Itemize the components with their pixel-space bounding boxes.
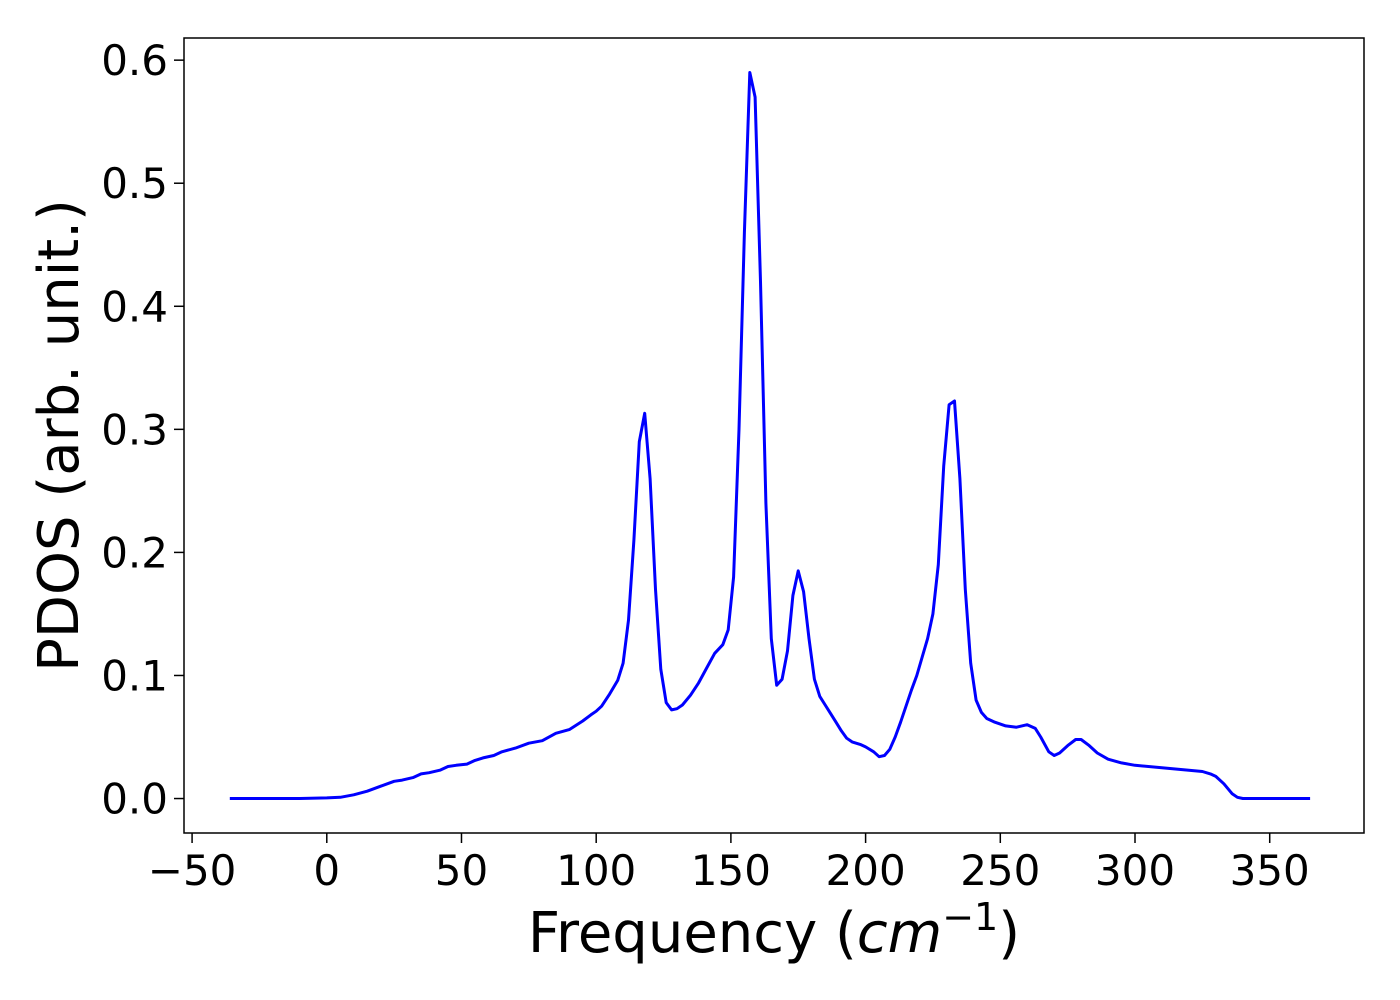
x-tick-label: 200 (826, 846, 906, 895)
y-tick-label: 0.2 (101, 528, 168, 577)
plot-area (183, 37, 1365, 834)
y-tick-label: 0.1 (101, 651, 168, 700)
x-axis-label-prefix: Frequency ( (528, 901, 857, 966)
x-axis-ticks: −50 0 50 100 150 200 250 300 350 (148, 833, 1310, 895)
x-axis-label-superscript: −1 (942, 895, 998, 939)
y-tick-label: 0.6 (101, 36, 168, 85)
x-tick-label: 100 (556, 846, 636, 895)
x-tick-label: 150 (691, 846, 771, 895)
y-tick-label: 0.5 (101, 159, 168, 208)
x-tick-label: 350 (1230, 846, 1310, 895)
y-axis-ticks: 0.0 0.1 0.2 0.3 0.4 0.5 0.6 (101, 36, 184, 824)
y-axis-label: PDOS (arb. unit.) (27, 199, 92, 672)
pdos-series-line (229, 71, 1311, 800)
x-axis-label-unit: cm (857, 901, 942, 966)
x-tick-label: 50 (435, 846, 488, 895)
x-axis-label-suffix: ) (998, 901, 1020, 966)
x-tick-label: 0 (313, 846, 340, 895)
y-tick-label: 0.4 (101, 282, 168, 331)
plot-frame (183, 37, 1365, 834)
x-tick-label: 300 (1095, 846, 1175, 895)
x-tick-label: −50 (148, 846, 237, 895)
x-axis-label: Frequency (cm−1) (528, 895, 1020, 966)
x-tick-label: 250 (960, 846, 1040, 895)
y-tick-label: 0.3 (101, 405, 168, 454)
y-tick-label: 0.0 (101, 775, 168, 824)
